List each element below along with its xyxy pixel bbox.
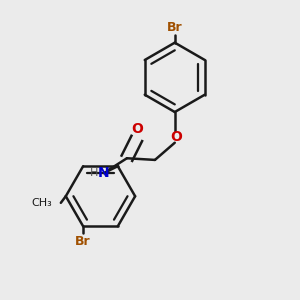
Text: Br: Br <box>75 235 91 248</box>
Text: N: N <box>98 166 110 180</box>
Text: O: O <box>170 130 182 144</box>
Text: Br: Br <box>167 21 183 34</box>
Text: O: O <box>131 122 143 136</box>
Text: CH₃: CH₃ <box>32 198 52 208</box>
Text: H: H <box>89 168 98 178</box>
